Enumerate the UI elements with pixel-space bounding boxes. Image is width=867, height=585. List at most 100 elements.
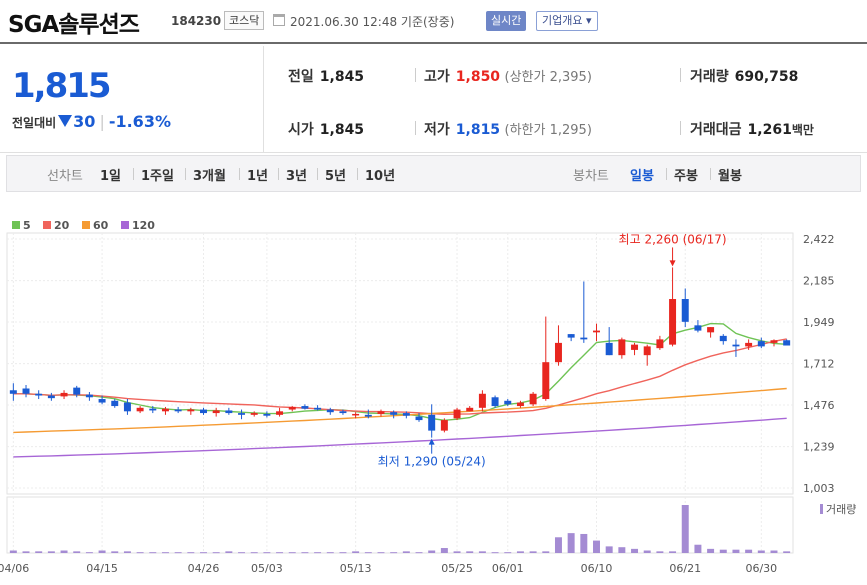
change-row: 전일대비 30 | -1.63% xyxy=(12,112,171,131)
x-tick-label: 05/03 xyxy=(251,562,283,575)
divider xyxy=(666,168,667,180)
candle-body xyxy=(504,400,512,405)
volume: 거래량 690,758 xyxy=(690,66,798,86)
candle-body xyxy=(732,344,740,347)
volume-bar xyxy=(314,552,322,554)
candle-body xyxy=(681,299,689,322)
candle-body xyxy=(440,420,448,431)
market-badge: 코스닥 xyxy=(224,11,265,30)
volume-bar xyxy=(618,547,626,553)
price-chart[interactable]: 5 20 60 120 2,422 2,185 1,949 1,712 1,476 1,239 1… xyxy=(0,195,867,585)
candle-body xyxy=(694,325,702,331)
volume-frame xyxy=(6,496,794,554)
candle-body xyxy=(225,410,233,414)
tab-1w[interactable]: 1주일 xyxy=(141,169,174,184)
current-price: 1,815 xyxy=(12,66,112,106)
open-label: 시가 xyxy=(288,122,314,138)
candle-body xyxy=(719,335,727,342)
volume-bar xyxy=(161,552,169,554)
candle-body xyxy=(478,393,486,408)
tab-3y[interactable]: 3년 xyxy=(286,169,308,184)
tab-monthly[interactable]: 월봉 xyxy=(718,169,742,184)
candle-body xyxy=(415,416,423,421)
amount-unit: 백만 xyxy=(791,123,814,137)
amount-label: 거래대금 xyxy=(690,122,742,138)
candle-body xyxy=(326,409,334,413)
lower-limit: (하한가 1,295) xyxy=(504,123,592,138)
volume-bar xyxy=(35,551,43,553)
legend-swatch xyxy=(43,221,51,229)
tab-5y[interactable]: 5년 xyxy=(325,169,347,184)
candle-body xyxy=(187,409,195,412)
candle-body xyxy=(605,342,613,356)
volume-bar xyxy=(288,552,296,554)
candle-body xyxy=(22,388,30,394)
y-tick-label: 1,949 xyxy=(803,316,835,329)
high-value: 1,850 xyxy=(455,69,501,85)
candle-body xyxy=(314,407,322,410)
volume-bar xyxy=(478,551,486,553)
ma120-line xyxy=(13,417,787,458)
legend-swatch xyxy=(12,221,20,229)
x-tick-label: 04/15 xyxy=(86,562,118,575)
volume-bar xyxy=(364,552,372,554)
x-tick-label: 06/21 xyxy=(669,562,701,575)
candle-body xyxy=(593,330,600,333)
candle-body xyxy=(567,334,575,338)
tab-1d[interactable]: 1일 xyxy=(100,169,122,184)
candle-body xyxy=(161,408,169,412)
tab-weekly[interactable]: 주봉 xyxy=(674,169,698,184)
divider xyxy=(710,168,711,180)
divider xyxy=(239,168,240,180)
volume-bar xyxy=(73,551,81,553)
volume-bar xyxy=(669,551,677,553)
prev-close-label: 전일 xyxy=(288,69,314,85)
candle-body xyxy=(466,407,474,412)
y-tick-label: 1,712 xyxy=(803,358,835,371)
volume-bar xyxy=(60,550,68,553)
legend-swatch xyxy=(82,221,90,229)
x-tick-label: 04/06 xyxy=(0,562,29,575)
volume-bar xyxy=(9,550,17,553)
timestamp: 2021.06.30 12:48 기준(장중) xyxy=(290,15,455,29)
candle-body xyxy=(35,393,43,396)
low-label: 저가 xyxy=(424,122,450,138)
calendar-icon xyxy=(273,14,285,26)
high: 고가 1,850 (상한가 2,395) xyxy=(424,66,592,86)
ma-legend: 5 20 60 120 xyxy=(12,219,155,232)
volume-bar xyxy=(238,552,246,554)
volume-bar xyxy=(529,551,537,553)
candle-body xyxy=(453,409,461,419)
divider xyxy=(680,121,681,135)
tab-10y[interactable]: 10년 xyxy=(365,169,396,184)
candle-body xyxy=(288,406,296,410)
tab-daily[interactable]: 일봉 xyxy=(630,169,654,184)
divider xyxy=(317,168,318,180)
volume-bar xyxy=(200,552,207,554)
candle-body xyxy=(212,410,220,414)
volume-bar xyxy=(694,544,702,553)
volume-label: 거래량 xyxy=(690,69,729,85)
line-chart-label: 선차트 xyxy=(47,169,83,184)
divider xyxy=(357,168,358,180)
change-label: 전일대비 xyxy=(12,116,57,130)
chart-tabs: 선차트 1일 1주일 3개월 1년 3년 5년 10년 봉차트 일봉 주봉 월봉 xyxy=(6,155,861,192)
candle-body xyxy=(580,337,588,340)
volume-bar xyxy=(250,552,258,554)
x-tick-label: 05/25 xyxy=(441,562,473,575)
x-axis: 04/06 04/15 04/26 05/03 05/13 05/25 06/01 06/10… xyxy=(0,562,777,575)
realtime-button[interactable]: 실시간 xyxy=(486,11,527,31)
volume-bar xyxy=(174,552,182,554)
volume-bar xyxy=(98,550,106,553)
volume-bar xyxy=(656,551,664,553)
candle-body xyxy=(136,407,144,412)
volume-bar xyxy=(707,548,715,553)
tab-3m[interactable]: 3개월 xyxy=(193,169,226,184)
change-pct: -1.63% xyxy=(108,112,171,131)
prev-close: 전일 1,845 xyxy=(288,66,364,86)
candle-body xyxy=(402,413,410,416)
volume-bar xyxy=(542,551,550,553)
company-overview-button[interactable]: 기업개요 ▾ xyxy=(536,11,598,31)
tab-1y[interactable]: 1년 xyxy=(247,169,269,184)
high-annotation: 최고 2,260 (06/17) xyxy=(619,232,727,246)
